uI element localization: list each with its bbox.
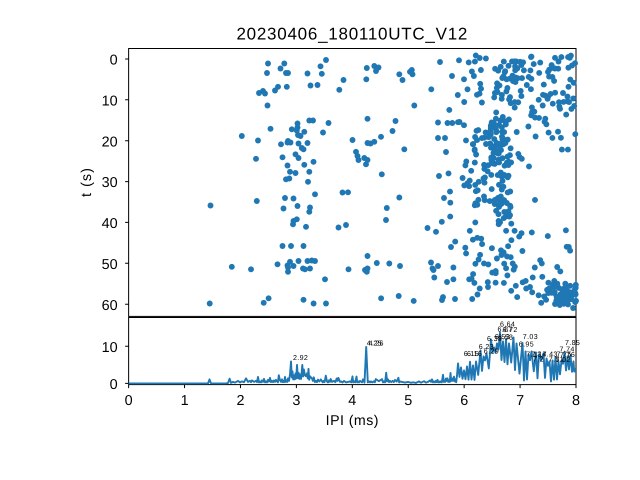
svg-text:6.38: 6.38 [487,335,502,343]
svg-text:0: 0 [110,53,118,69]
svg-text:6.15: 6.15 [464,350,479,358]
svg-text:10: 10 [102,93,118,109]
svg-text:7.2: 7.2 [533,356,544,364]
svg-text:10: 10 [102,340,118,356]
svg-text:4.25: 4.25 [367,339,382,347]
svg-text:6: 6 [460,393,468,409]
svg-text:50: 50 [102,257,118,273]
svg-text:7.85: 7.85 [565,339,580,347]
svg-text:6.58: 6.58 [498,334,513,342]
svg-text:0: 0 [110,377,118,393]
svg-text:20230406_180110UTC_V12: 20230406_180110UTC_V12 [236,25,468,44]
svg-text:t (s): t (s) [79,167,95,197]
svg-text:IPI (ms): IPI (ms) [326,413,379,429]
svg-text:30: 30 [102,175,118,191]
svg-text:60: 60 [102,298,118,314]
svg-text:4: 4 [348,393,356,409]
svg-text:7.74: 7.74 [560,346,575,354]
svg-text:2.92: 2.92 [293,354,308,362]
svg-text:4.26: 4.26 [369,339,384,347]
svg-text:7.02: 7.02 [556,356,571,364]
svg-text:8: 8 [572,393,580,409]
svg-text:20: 20 [102,134,118,150]
svg-text:7: 7 [516,393,524,409]
svg-text:3: 3 [292,393,300,409]
svg-text:6.29: 6.29 [484,348,499,356]
svg-text:6.23: 6.23 [479,343,494,351]
svg-text:0: 0 [125,393,133,409]
svg-text:2: 2 [236,393,244,409]
svg-text:40: 40 [102,216,118,232]
svg-text:6.53: 6.53 [495,333,510,341]
svg-text:7.75: 7.75 [557,351,572,359]
svg-text:6.16: 6.16 [467,350,482,358]
svg-text:7.43: 7.43 [543,351,558,359]
svg-text:6.95: 6.95 [519,340,534,348]
svg-text:7.13: 7.13 [526,351,541,359]
svg-text:6.72: 6.72 [503,326,518,334]
svg-text:7.76: 7.76 [560,351,575,359]
svg-text:6.87: 6.87 [498,326,513,334]
svg-text:7.14: 7.14 [532,351,547,359]
svg-text:1: 1 [181,393,189,409]
svg-text:6.64: 6.64 [500,321,515,329]
svg-text:7.03: 7.03 [523,333,538,341]
svg-text:5: 5 [404,393,412,409]
svg-text:7.51: 7.51 [549,356,564,364]
